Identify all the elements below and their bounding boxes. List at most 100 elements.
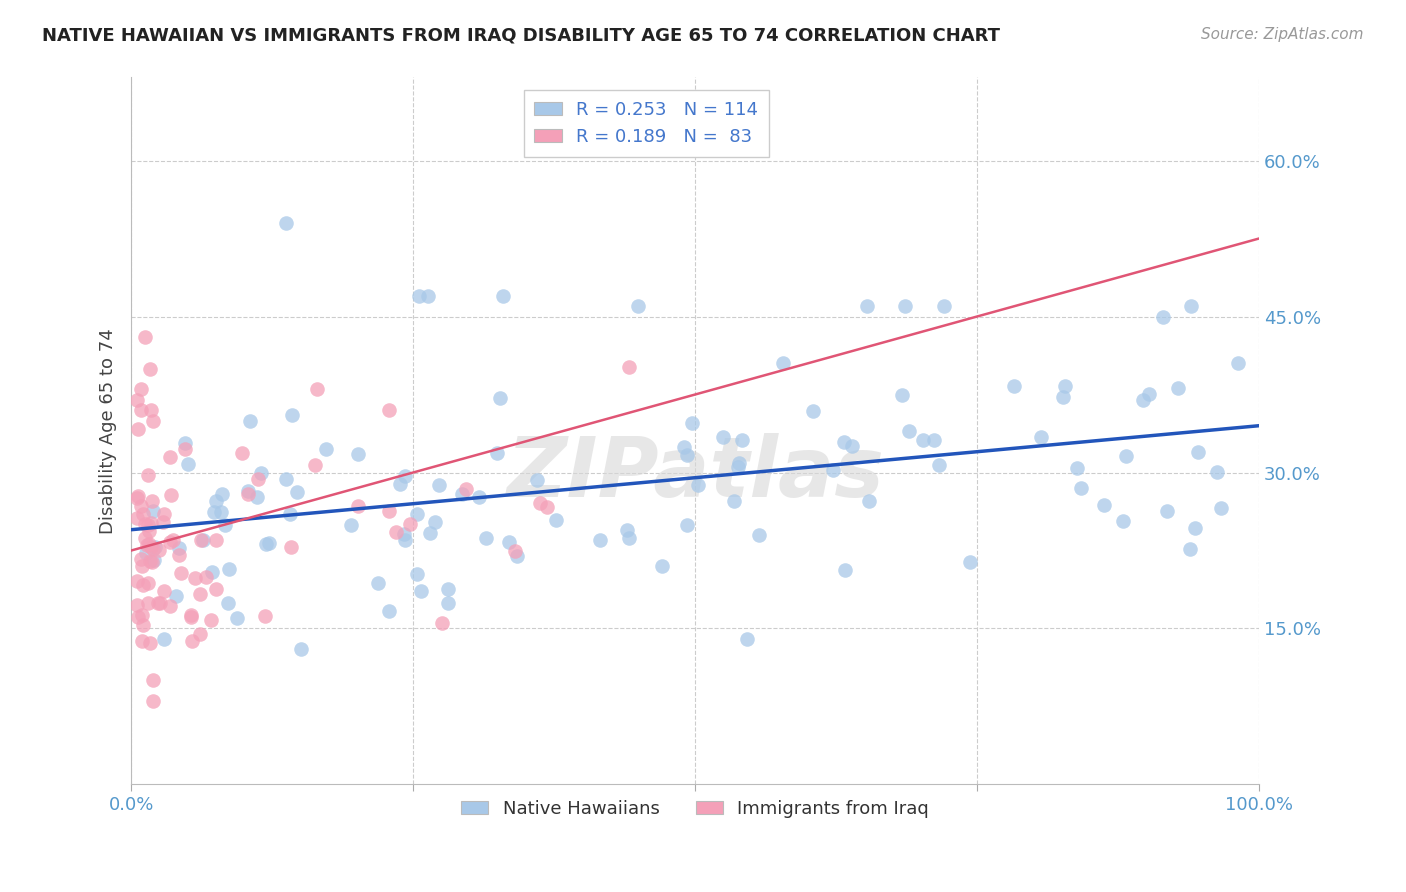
Point — [498, 535, 520, 549]
Point — [127, 422, 149, 436]
Point — [894, 299, 917, 313]
Point — [731, 433, 754, 447]
Point — [841, 439, 863, 453]
Point — [138, 576, 160, 591]
Point — [136, 467, 159, 482]
Point — [143, 540, 166, 554]
Point — [1167, 381, 1189, 395]
Point — [823, 463, 845, 477]
Point — [236, 483, 259, 498]
Point — [1054, 378, 1077, 392]
Point — [911, 433, 934, 447]
Point — [922, 433, 945, 447]
Point — [688, 478, 710, 492]
Point — [141, 555, 163, 569]
Point — [340, 518, 363, 533]
Point — [485, 445, 508, 459]
Point — [1205, 466, 1227, 480]
Point — [1031, 430, 1053, 444]
Point — [129, 551, 152, 566]
Point — [304, 458, 326, 473]
Point — [1152, 310, 1174, 324]
Point — [188, 627, 211, 641]
Point — [136, 596, 159, 610]
Point — [932, 299, 955, 313]
Point — [127, 610, 149, 624]
Point — [801, 403, 824, 417]
Point — [142, 553, 165, 567]
Point — [134, 531, 156, 545]
Point — [681, 416, 703, 430]
Point — [675, 518, 697, 533]
Point — [205, 582, 228, 596]
Point — [1002, 379, 1025, 393]
Point — [190, 533, 212, 547]
Point — [416, 289, 439, 303]
Point — [201, 565, 224, 579]
Point — [200, 613, 222, 627]
Point — [142, 413, 165, 427]
Point — [378, 504, 401, 518]
Point — [139, 403, 162, 417]
Point — [1070, 481, 1092, 495]
Point — [1132, 392, 1154, 407]
Point — [388, 476, 411, 491]
Point — [129, 382, 152, 396]
Point — [1156, 504, 1178, 518]
Y-axis label: Disability Age 65 to 74: Disability Age 65 to 74 — [100, 328, 117, 533]
Point — [675, 448, 697, 462]
Point — [142, 673, 165, 688]
Point — [132, 507, 155, 521]
Point — [727, 460, 749, 475]
Point — [211, 486, 233, 500]
Point — [1092, 498, 1115, 512]
Point — [544, 513, 567, 527]
Point — [162, 533, 184, 547]
Point — [489, 391, 512, 405]
Point — [205, 494, 228, 508]
Point — [239, 413, 262, 427]
Point — [174, 436, 197, 450]
Point — [408, 289, 430, 303]
Text: NATIVE HAWAIIAN VS IMMIGRANTS FROM IRAQ DISABILITY AGE 65 TO 74 CORRELATION CHAR: NATIVE HAWAIIAN VS IMMIGRANTS FROM IRAQ … — [42, 27, 1000, 45]
Point — [1115, 449, 1137, 463]
Point — [226, 611, 249, 625]
Point — [170, 566, 193, 580]
Point — [1137, 387, 1160, 401]
Point — [125, 392, 148, 407]
Point — [474, 531, 496, 545]
Point — [129, 499, 152, 513]
Point — [250, 466, 273, 480]
Point — [165, 589, 187, 603]
Point — [1209, 500, 1232, 515]
Point — [367, 576, 389, 591]
Point — [307, 382, 329, 396]
Point — [285, 485, 308, 500]
Point — [315, 442, 337, 457]
Point — [394, 533, 416, 547]
Point — [1227, 355, 1250, 369]
Point — [167, 541, 190, 555]
Point — [450, 487, 472, 501]
Point — [125, 574, 148, 589]
Point — [142, 503, 165, 517]
Point — [432, 615, 454, 630]
Point — [132, 617, 155, 632]
Point — [672, 440, 695, 454]
Point — [423, 516, 446, 530]
Point — [505, 544, 527, 558]
Point — [616, 524, 638, 538]
Point — [129, 403, 152, 417]
Point — [529, 496, 551, 510]
Point — [1178, 542, 1201, 557]
Point — [406, 508, 429, 522]
Point — [347, 500, 370, 514]
Point — [152, 516, 174, 530]
Point — [436, 596, 458, 610]
Point — [856, 299, 879, 313]
Point — [139, 554, 162, 568]
Point — [748, 528, 770, 542]
Point — [456, 482, 478, 496]
Point — [347, 447, 370, 461]
Point — [127, 491, 149, 505]
